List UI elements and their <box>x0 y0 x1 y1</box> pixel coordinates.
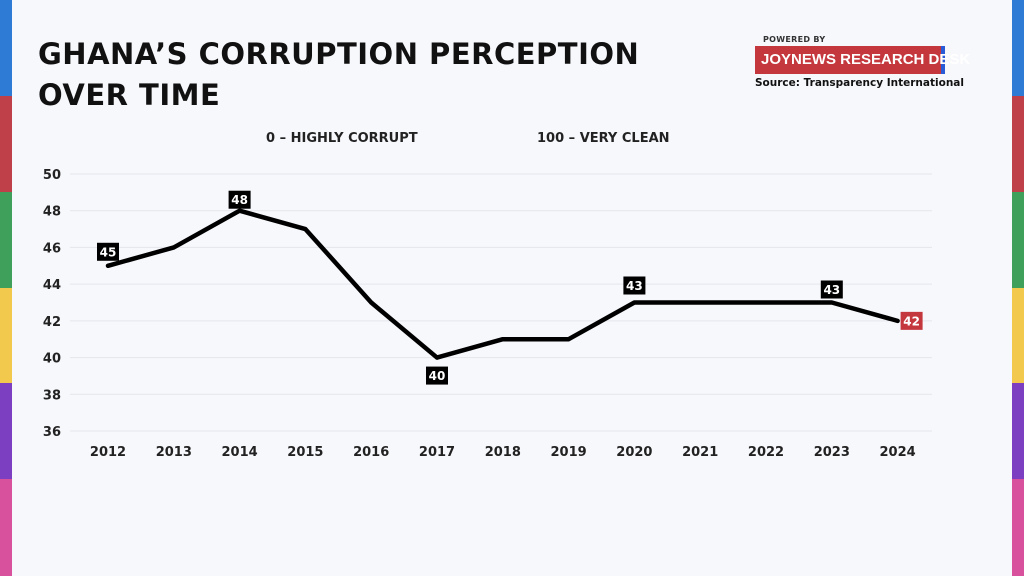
strip-segment <box>1012 0 1024 97</box>
data-point <box>171 245 176 250</box>
data-point <box>632 300 637 305</box>
data-point <box>895 318 900 323</box>
y-tick-label: 46 <box>43 241 61 256</box>
data-label-box <box>97 242 119 261</box>
x-tick-label: 2022 <box>748 445 784 460</box>
x-tick-label: 2019 <box>551 445 587 460</box>
powered-by-label: POWERED BY <box>763 35 826 44</box>
y-tick-label: 40 <box>43 352 61 367</box>
data-point <box>369 300 374 305</box>
data-label: 48 <box>231 193 248 207</box>
strip-segment <box>1012 191 1024 289</box>
x-tick-label: 2012 <box>90 445 126 460</box>
data-label: 42 <box>903 314 920 328</box>
strip-segment <box>0 287 12 385</box>
strip-segment <box>1012 95 1024 193</box>
source-note: Source: Transparency International <box>755 77 964 89</box>
data-point <box>303 227 308 232</box>
data-label: 43 <box>626 279 643 293</box>
data-label-box <box>228 190 251 209</box>
data-point <box>566 337 571 342</box>
strip-segment <box>0 479 12 576</box>
strip-segment <box>1012 479 1024 576</box>
x-tick-label: 2016 <box>353 445 389 460</box>
strip-segment <box>0 0 12 97</box>
x-tick-label: 2023 <box>814 445 850 460</box>
data-point <box>237 208 242 213</box>
x-tick-label: 2021 <box>682 445 718 460</box>
strip-segment <box>0 191 12 289</box>
right-color-strip <box>1012 0 1024 576</box>
strip-segment <box>1012 287 1024 385</box>
highlight-data-label-box <box>900 311 923 330</box>
x-tick-label: 2020 <box>616 445 652 460</box>
data-label-box <box>820 280 843 299</box>
x-tick-label: 2017 <box>419 445 455 460</box>
strip-segment <box>0 383 12 481</box>
scale-low-label: 0 – HIGHLY CORRUPT <box>266 131 418 146</box>
data-label: 45 <box>100 245 117 259</box>
y-tick-label: 38 <box>43 388 61 403</box>
y-tick-label: 42 <box>43 315 61 330</box>
x-tick-label: 2013 <box>156 445 192 460</box>
data-label-box <box>623 276 646 295</box>
brand-block: POWERED BY JOYNEWS RESEARCH DESK Source:… <box>755 35 970 89</box>
left-color-strip <box>0 0 12 576</box>
x-tick-label: 2015 <box>287 445 323 460</box>
brand-badge: JOYNEWS RESEARCH DESK <box>755 46 970 74</box>
y-tick-label: 50 <box>43 168 61 183</box>
data-point <box>829 300 834 305</box>
data-point <box>764 300 768 305</box>
scale-high-label: 100 – VERY CLEAN <box>537 131 670 146</box>
data-point <box>106 263 110 268</box>
chart-title: GHANA’S CORRUPTION PERCEPTION OVER TIME <box>38 37 640 112</box>
data-point <box>698 300 703 305</box>
strip-segment <box>0 95 12 193</box>
x-tick-label: 2024 <box>880 445 916 460</box>
y-tick-label: 36 <box>43 425 61 440</box>
y-tick-label: 44 <box>43 278 61 293</box>
data-label: 43 <box>823 283 840 297</box>
data-label-box <box>426 366 448 385</box>
data-point <box>435 355 439 360</box>
x-tick-label: 2018 <box>485 445 521 460</box>
strip-segment <box>1012 383 1024 481</box>
x-tick-label: 2014 <box>222 445 258 460</box>
data-label: 40 <box>429 369 446 383</box>
y-tick-label: 48 <box>43 205 61 220</box>
data-point <box>500 337 505 342</box>
